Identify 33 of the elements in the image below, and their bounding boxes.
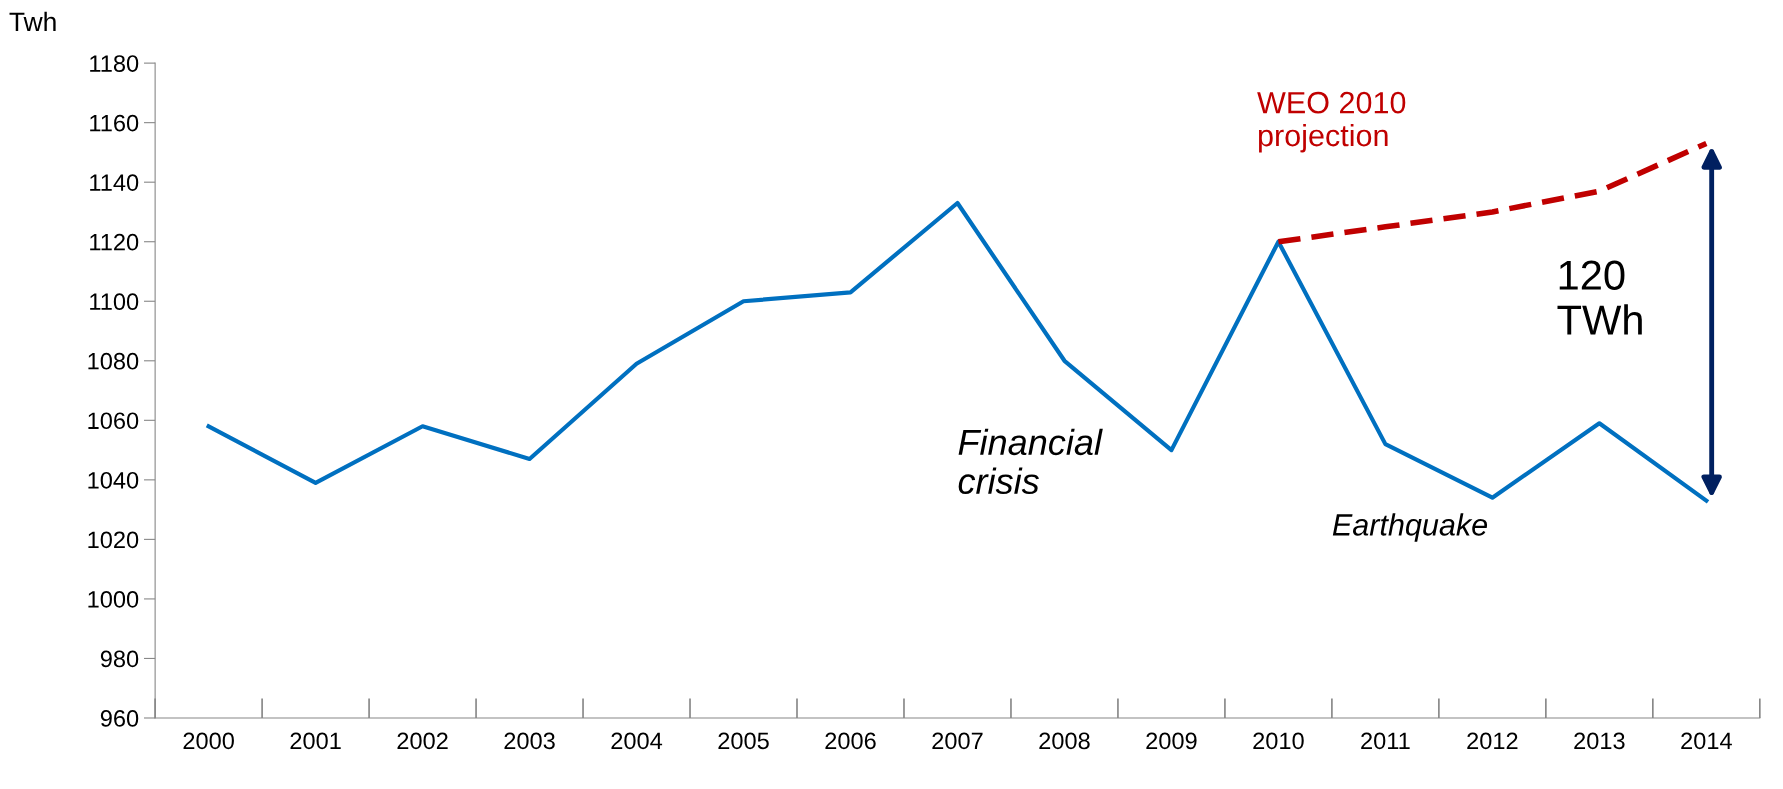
y-tick-label: 980 <box>100 650 139 668</box>
x-tick-label: 2009 <box>1146 732 1197 750</box>
x-tick-label: 2012 <box>1467 732 1518 750</box>
y-tick-label: 960 <box>100 710 139 727</box>
y-tick-label: 1040 <box>88 471 139 489</box>
y-tick-label: 1180 <box>90 55 139 72</box>
x-tick-label: 2013 <box>1574 732 1625 750</box>
annotation: Earthquake <box>1332 513 1488 542</box>
x-tick-label: 2008 <box>1039 732 1090 750</box>
y-tick-label: 1080 <box>88 352 139 370</box>
y-tick-label: 1100 <box>90 293 139 311</box>
y-tick-label: 1000 <box>88 590 139 608</box>
line-series <box>206 200 1709 503</box>
x-tick-label: 2007 <box>932 732 983 750</box>
y-axis-title: Twh <box>9 11 56 31</box>
x-tick-label: 2000 <box>183 732 234 750</box>
y-tick-label: 1160 <box>90 114 139 132</box>
x-tick-label: 2010 <box>1253 732 1304 750</box>
y-tick-label: 1120 <box>90 233 139 251</box>
x-tick-label: 2001 <box>290 732 341 750</box>
x-tick-label: 2014 <box>1681 732 1732 750</box>
y-tick-label: 1020 <box>88 531 139 549</box>
x-tick-label: 2006 <box>825 732 876 750</box>
text: WEO 2010 projection <box>1257 91 1406 153</box>
x-tick-label: 2011 <box>1361 732 1410 750</box>
x-tick-label: 2002 <box>397 732 448 750</box>
x-tick-label: 2004 <box>611 732 663 750</box>
y-tick-label: 1140 <box>90 174 139 191</box>
x-tick-label: 2005 <box>718 732 769 750</box>
x-tick-label: 2003 <box>504 732 555 750</box>
annotation: 120 TWh <box>1557 260 1642 335</box>
annotation: Financial crisis <box>958 428 1103 495</box>
y-tick-label: 1060 <box>88 412 139 430</box>
